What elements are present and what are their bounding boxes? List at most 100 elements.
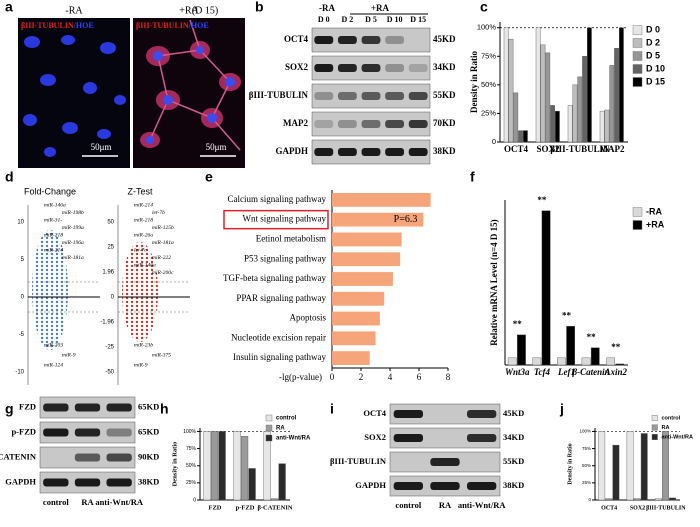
mirna-label: miR-214 <box>44 246 63 253</box>
protein-label: SOX2 <box>364 432 386 442</box>
blot-strip <box>389 427 501 449</box>
protein-label: p-FZD <box>11 426 36 436</box>
y-tick-label: 25% <box>481 108 496 117</box>
bar <box>609 65 615 143</box>
mirna-label: miR-9 <box>134 362 148 368</box>
bar <box>582 56 587 143</box>
legend-swatch <box>632 220 643 230</box>
size-label: 38KD <box>433 146 456 156</box>
legend-swatch <box>265 414 273 422</box>
neurites <box>149 19 241 151</box>
bar <box>503 27 509 143</box>
band <box>385 148 405 156</box>
bar <box>606 357 615 366</box>
mirna-label: miR-146a <box>44 201 66 208</box>
nuclei <box>23 35 126 157</box>
legend-label: D 0 <box>646 24 660 34</box>
bar <box>332 212 424 227</box>
x-tick-label: 0 <box>330 372 335 382</box>
legend-swatch <box>651 424 658 431</box>
scale-label: 50μm <box>91 142 112 152</box>
y-tick-label: 25% <box>582 480 591 485</box>
x-tick-label: MAP2 <box>600 144 625 154</box>
x-tick-label: 8 <box>446 372 451 382</box>
lane-label: D 2 <box>342 15 354 24</box>
y-tick-label: 50% <box>186 463 197 469</box>
y-tick-label: 50% <box>481 80 496 89</box>
bar <box>523 130 528 143</box>
band <box>337 120 357 128</box>
mirna-label: miR-181a <box>152 240 174 246</box>
lane-label: D 10 <box>387 15 403 24</box>
x-axis-label: -lg(p-value) <box>279 372 322 382</box>
bar <box>587 27 592 143</box>
mirna-label: miR-23b <box>134 342 153 348</box>
y-tick-label: 25% <box>186 480 197 486</box>
band <box>361 64 381 72</box>
plot-title: Z-Test <box>127 186 153 196</box>
size-label: 65KD <box>138 426 159 436</box>
bar <box>513 92 519 143</box>
mirna-label: miR-203 <box>44 342 63 348</box>
mirna-label: miR-200c <box>152 270 174 276</box>
band <box>408 92 428 100</box>
y-axis-label: Density in Ratio <box>567 443 573 484</box>
lane-label: D 0 <box>318 15 330 24</box>
bar <box>590 347 600 366</box>
panel-letter: h <box>160 401 169 417</box>
bar <box>599 110 605 143</box>
annotation: P=6.3 <box>394 214 418 225</box>
bar <box>557 357 566 366</box>
significance: ** <box>562 310 572 320</box>
protein-label: MAP2 <box>283 118 308 128</box>
size-label: 55KD <box>433 90 456 100</box>
tick-label: -5 <box>19 332 25 338</box>
tick-label: 50 <box>107 220 114 226</box>
stain-part: /HOE <box>188 21 209 30</box>
band <box>393 482 423 490</box>
bar <box>332 311 380 326</box>
bar <box>626 431 634 501</box>
bar <box>332 252 401 267</box>
mirna-label: miR-199a <box>62 225 84 231</box>
bar <box>655 498 662 501</box>
bar <box>640 433 648 501</box>
mirna-label: miR-124 <box>44 361 63 368</box>
stain-part: βIII-TUBULIN <box>21 21 74 30</box>
panel-letter: e <box>205 169 213 185</box>
size-label: 70KD <box>433 118 456 128</box>
bar <box>605 498 613 501</box>
scatter-cloud <box>122 242 158 342</box>
bar <box>218 431 226 501</box>
band <box>337 64 357 72</box>
protein-label: SOX2 <box>285 62 309 72</box>
bar <box>612 444 620 501</box>
group-label: +RA <box>371 3 390 13</box>
legend-swatch <box>632 77 643 87</box>
bar <box>263 431 271 501</box>
legend-label: anti-Wnt/RA <box>662 434 693 440</box>
legend-label: D 15 <box>646 76 665 86</box>
protein-label: FZD <box>19 401 36 411</box>
lane-label: D 15 <box>410 15 426 24</box>
panel-letter: a <box>5 0 13 15</box>
x-tick-label: βIII-TUBULIN <box>646 505 686 511</box>
band <box>430 458 460 466</box>
bar <box>332 331 376 346</box>
stain-label: βIII-TUBULIN/HOE <box>21 21 94 30</box>
significance: ** <box>513 319 523 329</box>
x-tick-label: 2 <box>359 372 364 382</box>
band <box>385 36 405 44</box>
bar <box>332 232 402 247</box>
y-tick-label: 75% <box>481 51 496 60</box>
protein-label: β-CATENIN <box>0 451 37 461</box>
protein-label: OCT4 <box>363 408 386 418</box>
mirna-label: miR-9 <box>62 352 76 358</box>
bar <box>248 468 256 501</box>
bar <box>567 105 573 143</box>
x-tick-label: Tcf4 <box>534 367 551 377</box>
x-tick-label: β-CATENIN <box>257 504 292 511</box>
bar <box>604 109 610 143</box>
category-label: Wnt signaling pathway <box>243 214 327 224</box>
x-tick-label: 6 <box>417 372 422 382</box>
